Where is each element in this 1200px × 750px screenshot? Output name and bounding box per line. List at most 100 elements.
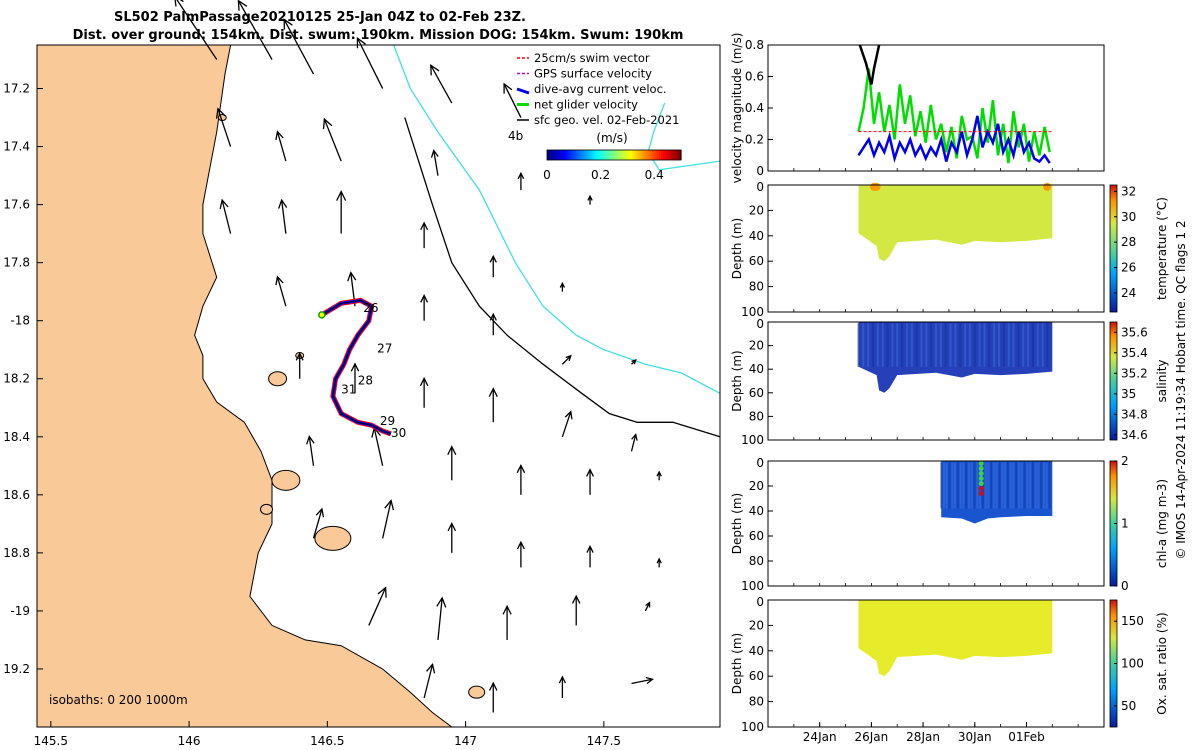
isobaths-note: isobaths: 0 200 1000m <box>49 693 188 707</box>
colorbar-cell <box>634 150 637 160</box>
island <box>268 371 288 387</box>
y-tick-label: 0 <box>756 180 764 194</box>
colorbar-cell <box>629 150 633 160</box>
island <box>468 685 486 699</box>
colorbar-cell <box>567 150 570 160</box>
arrow-head <box>564 410 573 420</box>
chla-hotspot <box>978 466 984 471</box>
arrow-shaft <box>276 131 287 162</box>
depth-ylabel: Depth (m) <box>730 493 744 554</box>
y-tick-label: 0.4 <box>745 101 764 115</box>
arrow-shaft <box>630 434 637 452</box>
time-tick-label: 30Jan <box>958 730 992 744</box>
surface-velocity-arrow <box>237 0 273 60</box>
day-label: 27 <box>377 342 392 356</box>
surface-velocity-arrow <box>587 194 593 205</box>
y-tick-label: 80 <box>749 695 764 709</box>
arrow-head <box>384 499 395 511</box>
y-tick-label: 0.8 <box>745 38 764 52</box>
colorbar-tick-label: 150 <box>1121 614 1144 628</box>
legend-entry: sfc geo. vel. 02-Feb-2021 <box>534 113 680 127</box>
land-mass <box>36 44 454 728</box>
surface-velocity-arrow <box>558 675 567 698</box>
colorbar-cell <box>607 150 611 160</box>
salinity-panel: 0 20 40 60 80 100 Depth (m) 34.6 34.8 35 35.2 35.4 3… <box>730 317 1169 447</box>
colorbar-tick-label: 0 <box>1121 579 1129 593</box>
colorbar-cell <box>627 150 631 160</box>
colorbar-label: Ox. sat. ratio (%) <box>1155 612 1169 714</box>
time-tick-label: 01Feb <box>1008 730 1045 744</box>
y-tick-label: 18.2 <box>3 372 30 386</box>
chla-hotspot <box>978 491 984 496</box>
arrow-head <box>322 117 333 130</box>
arrow-shaft <box>368 587 387 626</box>
colorbar-cell <box>580 150 584 160</box>
surface-velocity-arrow <box>420 294 429 321</box>
colorbar-title: (m/s) <box>596 131 627 145</box>
y-tick-label: 17.2 <box>3 82 30 96</box>
surface-velocity-arrow <box>489 312 497 336</box>
y-tick-label: 40 <box>749 229 764 243</box>
arrow-head <box>275 275 284 286</box>
arrow-shaft <box>323 118 342 162</box>
arrow-shaft <box>308 436 315 466</box>
panel-bg <box>768 461 1104 586</box>
y-tick-label: 0.2 <box>745 133 764 147</box>
arrow-head <box>350 362 360 372</box>
surface-velocity-arrow <box>631 359 637 365</box>
surface-velocity-arrow <box>644 601 651 612</box>
colorbar-cell <box>647 150 651 160</box>
colorbar-cell <box>640 150 644 160</box>
colorbar-label: chl-a (mg m-3) <box>1155 479 1169 568</box>
colorbar-cell <box>551 150 555 160</box>
colorbar-tick-label: 35 <box>1121 387 1136 401</box>
colorbar-cell <box>609 150 613 160</box>
velocity-series-line <box>858 45 881 85</box>
surface-velocity-arrow <box>586 544 594 568</box>
time-tick-label: 24Jan <box>803 730 837 744</box>
surface-velocity-arrow <box>312 507 325 539</box>
chla-hotspot <box>978 486 984 491</box>
colorbar-cell <box>549 150 553 160</box>
arrow-shaft <box>221 199 232 234</box>
arrow-shaft <box>437 597 443 641</box>
surface-velocity-arrow <box>419 376 429 408</box>
surface-velocity-arrow <box>295 352 304 379</box>
chla-hotspot <box>978 476 984 481</box>
colorbar-tick-label: 0.2 <box>591 168 610 182</box>
arrow-head <box>420 294 429 303</box>
y-tick-label: 100 <box>741 579 764 593</box>
data-region <box>858 600 1053 677</box>
label-4b: 4b <box>508 129 523 143</box>
arrow-head <box>237 0 248 11</box>
velocity-series-line <box>857 115 1051 164</box>
colorbar-tick-label: 2 <box>1121 454 1129 468</box>
legend-entry: net glider velocity <box>534 98 638 112</box>
y-tick-label: 20 <box>749 339 764 353</box>
surface-velocity-arrow <box>447 522 457 553</box>
colorbar-cell <box>618 150 622 160</box>
colorbar-cell <box>602 150 606 160</box>
arrow-head <box>430 63 440 76</box>
surface-velocity-arrow <box>322 117 342 162</box>
colorbar-cell <box>651 150 655 160</box>
arrow-head <box>587 194 593 201</box>
colorbar-tick-label: 34.8 <box>1121 407 1148 421</box>
arrow-head <box>631 433 638 441</box>
legend-entry: GPS surface velocity <box>534 67 652 81</box>
colorbar-tick-label: 26 <box>1121 261 1136 275</box>
surface-velocity-arrow <box>420 221 429 249</box>
arrow-head <box>447 522 457 532</box>
y-tick-label: 40 <box>749 504 764 518</box>
surface-velocity-arrow <box>436 596 447 641</box>
surface-velocity-arrow <box>368 586 387 626</box>
y-tick-label: 40 <box>749 362 764 376</box>
colorbar-tick-label: 28 <box>1121 235 1136 249</box>
colorbar-cell <box>620 150 624 160</box>
colorbar-cell <box>576 150 579 160</box>
colorbar-cell <box>589 150 593 160</box>
arrow-head <box>219 198 229 210</box>
surface-velocity-arrow <box>219 198 232 234</box>
